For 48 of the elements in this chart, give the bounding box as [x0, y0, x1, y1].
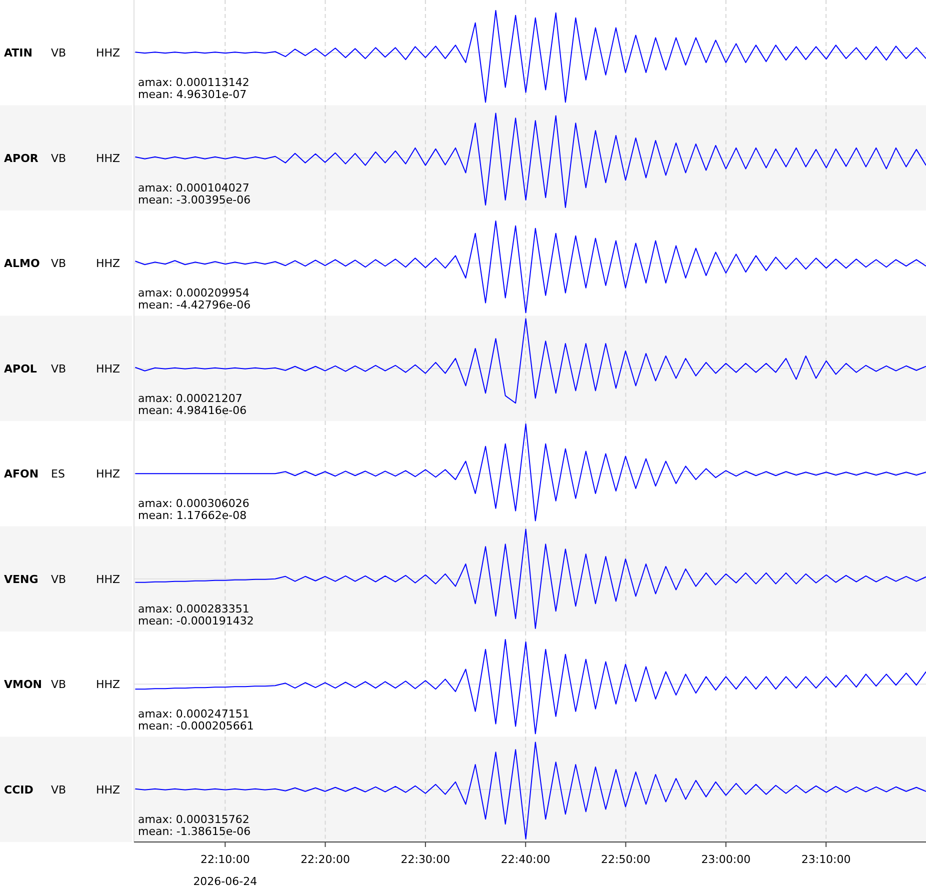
text: ATIN — [4, 46, 32, 60]
annotation: amax: 0.000209954 — [138, 286, 250, 300]
text: VENG — [4, 572, 38, 586]
text: APOL — [4, 362, 37, 376]
text: ES — [51, 468, 65, 481]
text: HHZ — [96, 362, 121, 376]
annotation: mean: -4.42796e-06 — [138, 298, 251, 312]
text: VB — [51, 678, 66, 692]
text: HHZ — [96, 46, 121, 60]
x-tick-label: 22:30:00 — [400, 853, 450, 866]
annotation: amax: 0.000113142 — [138, 76, 250, 89]
annotation: mean: -1.38615e-06 — [138, 824, 251, 838]
text: VB — [51, 362, 66, 376]
text: VB — [51, 257, 66, 270]
annotation: mean: -3.00395e-06 — [138, 193, 251, 206]
text: HHZ — [96, 468, 121, 481]
annotation: amax: 0.000104027 — [138, 181, 250, 194]
text: HHZ — [96, 678, 121, 692]
x-tick-label: 22:10:00 — [200, 853, 250, 866]
text: mean: 4.98416e-06 — [138, 404, 247, 417]
x-tick-label: 23:00:00 — [701, 853, 751, 866]
annotation: amax: 0.000306026 — [138, 497, 250, 510]
annotation: amax: 0.00021207 — [138, 392, 242, 405]
text: HHZ — [96, 783, 121, 796]
text: HHZ — [96, 572, 121, 586]
text: VMON — [4, 678, 42, 692]
x-tick-label: 22:50:00 — [601, 853, 650, 866]
x-tick-label: 22:20:00 — [300, 853, 350, 866]
text: HHZ — [96, 257, 121, 270]
annotation: amax: 0.000247151 — [138, 708, 250, 720]
x-tick-label: 22:40:00 — [500, 853, 550, 866]
text: VB — [51, 46, 66, 60]
x-tick-label: 23:10:00 — [801, 853, 851, 866]
annotation: mean: 1.17662e-08 — [138, 509, 247, 522]
annotation: mean: -0.000205661 — [138, 720, 254, 732]
text: HHZ — [96, 152, 121, 165]
text: VB — [51, 783, 66, 796]
annotation: mean: -0.000191432 — [138, 614, 254, 628]
text: APOR — [4, 152, 39, 165]
text: CCID — [4, 783, 34, 796]
x-axis-title: 2026-06-24 — [193, 875, 258, 888]
annotation: amax: 0.000315762 — [138, 812, 250, 826]
annotation: amax: 0.000283351 — [138, 602, 250, 616]
text: VB — [51, 152, 66, 165]
text: AFON — [4, 468, 39, 481]
annotation: mean: 4.96301e-07 — [138, 88, 247, 101]
text: VB — [51, 572, 66, 586]
text: ALMO — [4, 257, 40, 270]
